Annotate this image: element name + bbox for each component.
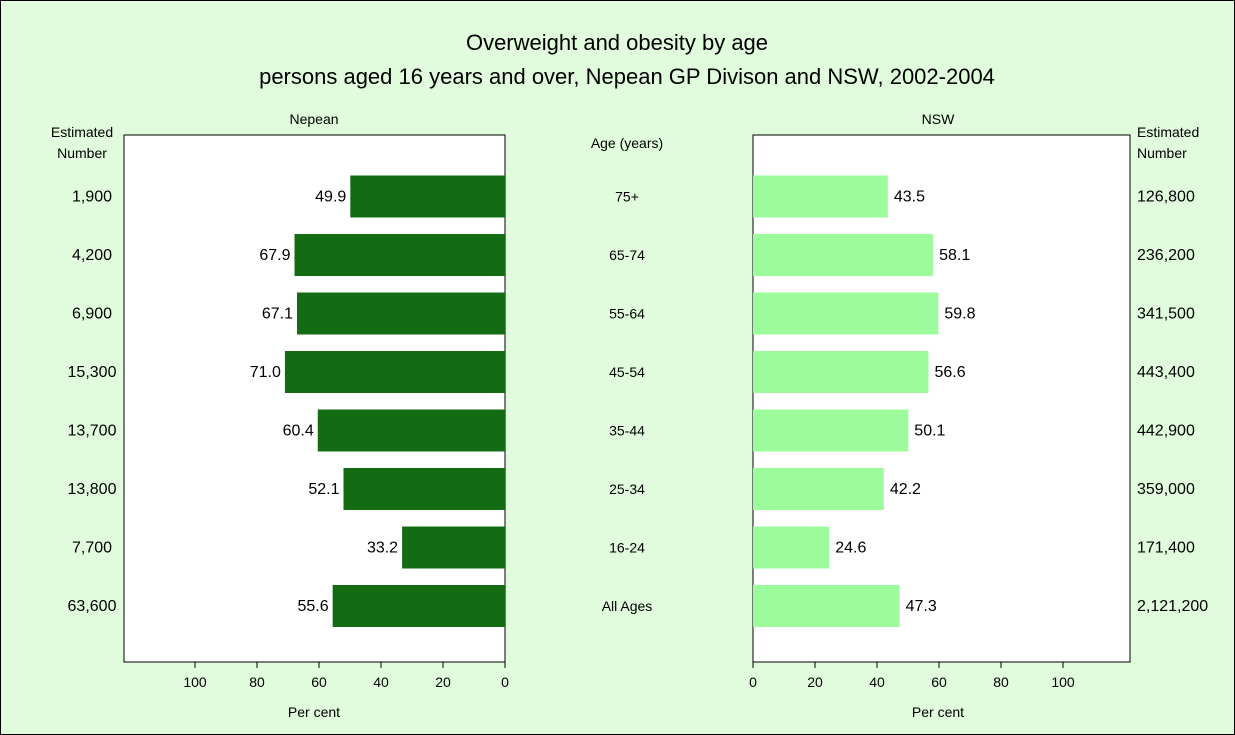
nsw-estimated-number: 171,400 [1137,540,1195,557]
nepean-value-label: 60.4 [283,423,314,440]
nepean-estimated-number: 15,300 [68,364,117,381]
left-estimated-label-line1: Estimated [51,124,113,140]
nsw-estimated-number: 442,900 [1137,423,1195,440]
left-estimated-label-line2: Number [57,145,107,161]
nsw-value-label: 42.2 [890,481,921,498]
category-header: Age (years) [591,135,663,151]
chart-axes: 0 0 20 20 40 40 60 60 80 80 100 100 [183,662,1075,690]
right-x-tick-label: 80 [993,674,1009,690]
nsw-bar [753,351,929,393]
category-label: 45-54 [609,364,645,380]
category-label: 55-64 [609,306,645,322]
right-x-tick-label: 60 [931,674,947,690]
nsw-value-label: 50.1 [914,423,945,440]
nsw-bar [753,409,909,452]
right-plot-area [752,134,1131,663]
right-x-tick-label: 40 [869,674,885,690]
nsw-value-label: 56.6 [934,364,965,381]
chart-labels: 49.9 43.5 75+ 1,900 126,800 67.9 58.1 65-74 4,20… [68,189,1209,616]
left-x-tick-label: 100 [183,674,207,690]
left-x-tick-label: 40 [373,674,389,690]
nepean-bar [294,234,505,276]
nepean-value-label: 71.0 [250,364,281,381]
category-label: 16-24 [609,540,645,556]
category-label: 25-34 [609,481,645,497]
nepean-value-label: 49.9 [315,189,346,206]
left-plot-area [123,134,506,663]
nepean-bar [402,526,505,569]
nepean-bar [317,409,505,452]
right-panel-title: NSW [922,111,955,127]
nsw-value-label: 59.8 [944,306,975,323]
category-label: All Ages [602,598,653,614]
left-x-tick-label: 60 [311,674,327,690]
right-x-tick-label: 20 [807,674,823,690]
nepean-bar [343,468,505,510]
category-label: 35-44 [609,423,645,439]
nepean-bar [350,175,505,218]
nepean-estimated-number: 4,200 [72,247,112,264]
left-x-axis-title: Per cent [288,704,340,720]
left-x-tick-label: 20 [435,674,451,690]
chart-subtitle: persons aged 16 years and over, Nepean G… [259,64,995,89]
nepean-value-label: 52.1 [308,481,339,498]
nepean-estimated-number: 6,900 [72,306,112,323]
right-x-tick-label: 100 [1051,674,1075,690]
nsw-value-label: 58.1 [939,247,970,264]
nsw-value-label: 43.5 [894,189,925,206]
nsw-estimated-number: 359,000 [1137,481,1195,498]
nepean-bar [284,351,505,393]
nepean-value-label: 55.6 [297,598,328,615]
nsw-bar [753,585,900,627]
nsw-bar [753,234,934,276]
nepean-value-label: 33.2 [367,540,398,557]
nsw-bar [753,526,830,569]
nepean-estimated-number: 13,800 [68,481,117,498]
left-x-tick-label: 80 [249,674,265,690]
nsw-bar [753,468,884,510]
nepean-estimated-number: 63,600 [68,598,117,615]
nsw-bar [753,292,939,335]
nsw-value-label: 47.3 [906,598,937,615]
right-estimated-label-line2: Number [1137,145,1187,161]
nsw-value-label: 24.6 [835,540,866,557]
nepean-estimated-number: 7,700 [72,540,112,557]
nepean-estimated-number: 13,700 [68,423,117,440]
right-estimated-label-line1: Estimated [1137,124,1199,140]
category-label: 75+ [615,189,639,205]
nepean-estimated-number: 1,900 [72,189,112,206]
right-x-tick-label: 0 [749,674,757,690]
nsw-estimated-number: 341,500 [1137,306,1195,323]
nsw-bar [753,175,888,218]
nsw-estimated-number: 443,400 [1137,364,1195,381]
left-bars [284,175,505,627]
nepean-bar [332,585,505,627]
right-x-axis-title: Per cent [912,704,964,720]
right-bars [753,175,939,627]
nsw-estimated-number: 126,800 [1137,189,1195,206]
nepean-value-label: 67.1 [262,306,293,323]
category-label: 65-74 [609,247,645,263]
nepean-value-label: 67.9 [259,247,290,264]
nepean-bar [296,292,505,335]
nsw-estimated-number: 2,121,200 [1137,598,1208,615]
chart-title: Overweight and obesity by age [466,30,768,55]
nsw-estimated-number: 236,200 [1137,247,1195,264]
left-panel-title: Nepean [289,111,338,127]
left-x-tick-label: 0 [501,674,509,690]
